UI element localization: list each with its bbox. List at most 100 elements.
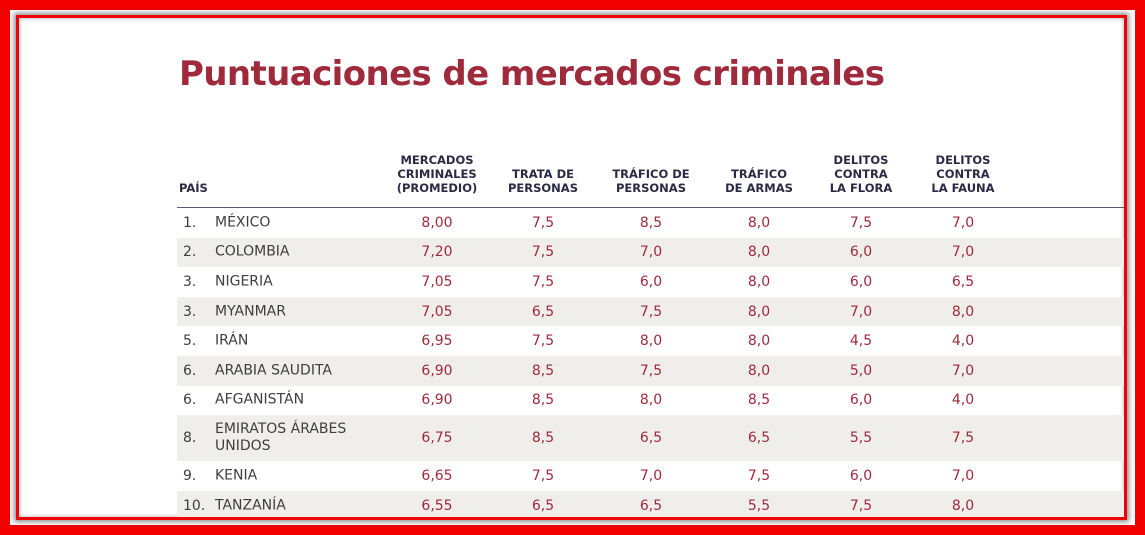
- row-rank: 3.: [183, 303, 197, 320]
- row-value-trata: 7,5: [531, 467, 555, 484]
- row-value-trata: 6,5: [531, 303, 555, 320]
- row-value-trafico-armas: 8,0: [747, 362, 771, 379]
- row-value-trafico-armas: 8,5: [747, 392, 771, 409]
- row-rank: 6.: [183, 392, 197, 409]
- row-value-flora: 6,0: [849, 392, 873, 409]
- row-country: EMIRATOS ÁRABES UNIDOS: [215, 421, 347, 455]
- header-trata: TRATA DE PERSONAS: [507, 167, 578, 195]
- row-value-avg: 6,65: [421, 467, 453, 484]
- header-country: PAÍS: [179, 181, 208, 195]
- row-rank: 8.: [183, 430, 197, 447]
- table-row: 10. TANZANÍA 6,55 6,5 6,5 5,5 7,5 8,0: [177, 490, 1124, 517]
- row-value-trafico-armas: 8,0: [747, 244, 771, 261]
- row-value-trafico-armas: 8,0: [747, 214, 771, 231]
- document-content: Puntuaciones de mercados criminales PAÍS…: [19, 18, 1124, 517]
- document-frame: Puntuaciones de mercados criminales PAÍS…: [16, 15, 1127, 520]
- row-value-flora: 7,5: [849, 497, 873, 514]
- row-value-flora: 6,0: [849, 273, 873, 290]
- table-row: 6. AFGANISTÁN 6,90 8,5 8,0 8,5 6,0 4,0: [177, 386, 1124, 416]
- row-country: MYANMAR: [215, 303, 286, 320]
- row-value-fauna: 8,0: [951, 497, 975, 514]
- row-rank: 5.: [183, 333, 197, 350]
- row-rank: 1.: [183, 214, 197, 231]
- row-value-trata: 8,5: [531, 430, 555, 447]
- row-value-avg: 6,90: [421, 392, 453, 409]
- row-value-trata: 8,5: [531, 392, 555, 409]
- row-value-trata: 7,5: [531, 244, 555, 261]
- row-value-fauna: 4,0: [951, 392, 975, 409]
- row-value-flora: 6,0: [849, 467, 873, 484]
- table-row: 2. COLOMBIA 7,20 7,5 7,0 8,0 6,0 7,0: [177, 237, 1124, 268]
- row-country: AFGANISTÁN: [215, 391, 305, 408]
- row-rank: 2.: [183, 244, 197, 261]
- row-value-trafico-personas: 8,5: [639, 214, 663, 231]
- row-value-flora: 6,0: [849, 244, 873, 261]
- row-value-trafico-armas: 6,5: [747, 430, 771, 447]
- row-value-avg: 7,20: [421, 244, 453, 261]
- row-value-fauna: 4,0: [951, 333, 975, 350]
- table-row: 9. KENIA 6,65 7,5 7,0 7,5 6,0 7,0: [177, 461, 1124, 491]
- table-row: 1. MÉXICO 8,00 7,5 8,5 8,0 7,5 7,0: [177, 208, 1124, 238]
- row-country: TANZANÍA: [215, 497, 286, 514]
- row-value-trata: 7,5: [531, 333, 555, 350]
- row-value-fauna: 7,0: [951, 244, 975, 261]
- row-value-trafico-armas: 8,0: [747, 273, 771, 290]
- row-value-fauna: 7,0: [951, 214, 975, 231]
- row-rank: 3.: [183, 273, 197, 290]
- row-value-trafico-armas: 5,5: [747, 497, 771, 514]
- row-value-trafico-armas: 8,0: [747, 303, 771, 320]
- row-rank: 10.: [183, 497, 206, 514]
- row-value-trafico-personas: 8,0: [639, 333, 663, 350]
- row-value-trata: 7,5: [531, 273, 555, 290]
- row-value-trafico-personas: 6,5: [639, 430, 663, 447]
- row-value-trafico-personas: 8,0: [639, 392, 663, 409]
- table-row: 3. NIGERIA 7,05 7,5 6,0 8,0 6,0 6,5: [177, 267, 1124, 297]
- table-row: 3. MYANMAR 7,05 6,5 7,5 8,0 7,0 8,0: [177, 296, 1124, 327]
- table-row: 8. EMIRATOS ÁRABES UNIDOS 6,75 8,5 6,5 6,5 5,5…: [177, 415, 1124, 462]
- row-rank: 6.: [183, 362, 197, 379]
- header-trafico-armas: TRÁFICO DE ARMAS: [725, 167, 793, 195]
- row-value-fauna: 6,5: [951, 273, 975, 290]
- row-value-flora: 4,5: [849, 333, 873, 350]
- header-avg: MERCADOS CRIMINALES (PROMEDIO): [396, 153, 478, 195]
- row-value-flora: 5,0: [849, 362, 873, 379]
- row-value-avg: 6,75: [421, 430, 453, 447]
- row-value-trafico-armas: 8,0: [747, 333, 771, 350]
- row-value-trafico-armas: 7,5: [747, 467, 771, 484]
- header-fauna: DELITOS CONTRA LA FAUNA: [931, 153, 995, 195]
- row-country: COLOMBIA: [215, 243, 290, 260]
- row-value-flora: 5,5: [849, 430, 873, 447]
- row-value-avg: 6,90: [421, 362, 453, 379]
- row-value-trafico-personas: 7,5: [639, 303, 663, 320]
- row-value-trata: 8,5: [531, 362, 555, 379]
- table-header: PAÍS MERCADOS CRIMINALES (PROMEDIO) TRAT…: [177, 152, 1124, 208]
- row-value-fauna: 7,0: [951, 467, 975, 484]
- page-title: Puntuaciones de mercados criminales: [179, 54, 885, 94]
- row-value-avg: 7,05: [421, 303, 453, 320]
- row-country: MÉXICO: [215, 214, 271, 231]
- row-value-fauna: 7,5: [951, 430, 975, 447]
- row-value-avg: 8,00: [421, 214, 453, 231]
- row-rank: 9.: [183, 467, 197, 484]
- row-value-trafico-personas: 7,0: [639, 244, 663, 261]
- row-value-avg: 7,05: [421, 273, 453, 290]
- row-value-trafico-personas: 7,0: [639, 467, 663, 484]
- row-country: ARABIA SAUDITA: [215, 362, 332, 379]
- header-flora: DELITOS CONTRA LA FLORA: [829, 153, 893, 195]
- row-country: KENIA: [215, 467, 258, 484]
- row-value-trafico-personas: 6,5: [639, 497, 663, 514]
- row-value-trafico-personas: 7,5: [639, 362, 663, 379]
- table-row: 6. ARABIA SAUDITA 6,90 8,5 7,5 8,0 5,0 7,0: [177, 355, 1124, 386]
- table-body: 1. MÉXICO 8,00 7,5 8,5 8,0 7,5 7,0 2. COLOMBIA 7,2…: [177, 208, 1124, 517]
- row-country: NIGERIA: [215, 273, 273, 290]
- row-value-flora: 7,0: [849, 303, 873, 320]
- row-value-trafico-personas: 6,0: [639, 273, 663, 290]
- row-value-trata: 7,5: [531, 214, 555, 231]
- row-value-trata: 6,5: [531, 497, 555, 514]
- row-value-avg: 6,55: [421, 497, 453, 514]
- table-row: 5. IRÁN 6,95 7,5 8,0 8,0 4,5 4,0: [177, 326, 1124, 356]
- row-country: IRÁN: [215, 332, 249, 349]
- row-value-avg: 6,95: [421, 333, 453, 350]
- row-value-fauna: 7,0: [951, 362, 975, 379]
